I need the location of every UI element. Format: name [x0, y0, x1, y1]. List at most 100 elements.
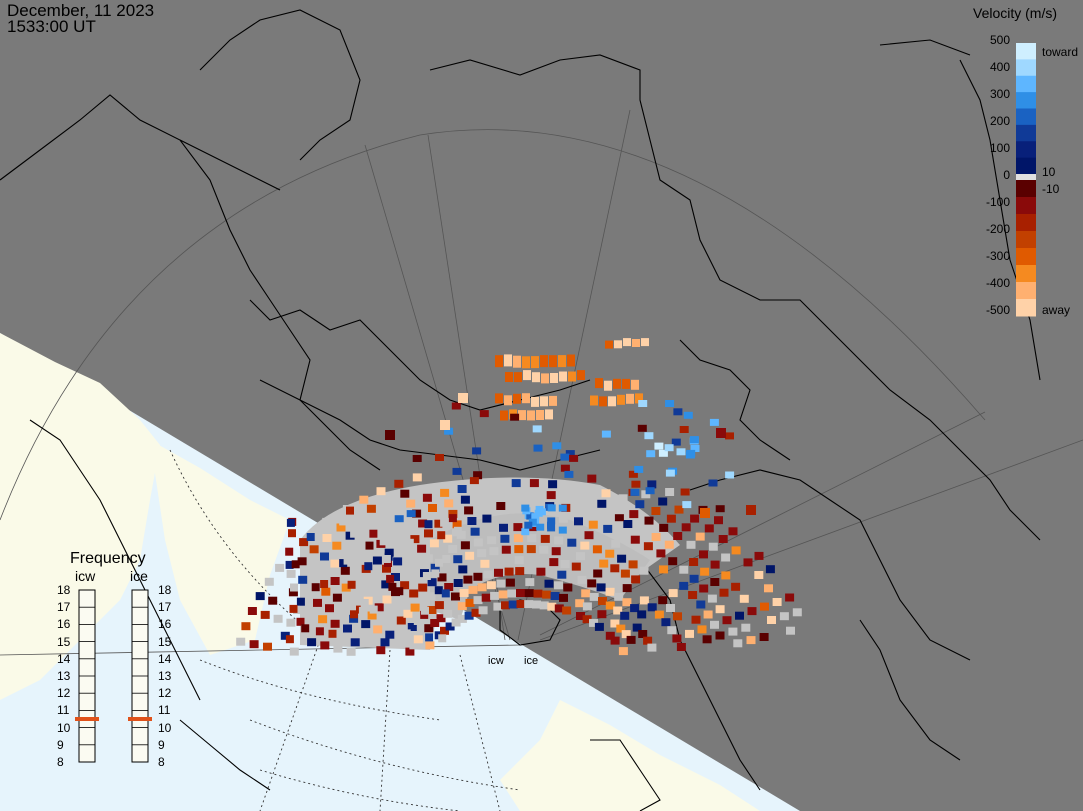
- echo-cell: [452, 467, 462, 475]
- echo-cell: [365, 541, 374, 550]
- echo-cell: [733, 639, 743, 648]
- echo-cell: [516, 600, 526, 608]
- echo-cell: [286, 618, 296, 627]
- echo-cell: [473, 572, 483, 581]
- echo-cell: [697, 625, 707, 634]
- echo-cell: [601, 430, 611, 438]
- echo-cell: [504, 567, 514, 576]
- echo-cell: [728, 527, 738, 536]
- echo-cell: [379, 537, 388, 546]
- frequency-marker-ice: [128, 717, 152, 721]
- echo-cell: [654, 442, 664, 450]
- echo-cell: [666, 514, 676, 523]
- echo-cell: [464, 611, 474, 620]
- echo-cell: [557, 570, 567, 579]
- echo-cell: [647, 603, 657, 612]
- echo-cell: [438, 634, 447, 643]
- echo-cell: [340, 566, 350, 575]
- echo-cell: [529, 479, 539, 488]
- echo-cell: [490, 591, 500, 600]
- echo-cell: [406, 510, 416, 518]
- echo-cell: [630, 488, 640, 496]
- echo-cell: [456, 530, 466, 539]
- echo-cell: [690, 445, 700, 452]
- frequency-tick-right: 12: [158, 686, 172, 701]
- echo-cell: [440, 626, 449, 635]
- colorbar-toward-segment: [1016, 75, 1036, 93]
- echo-cell: [564, 470, 574, 478]
- echo-cell: [280, 631, 290, 640]
- echo-cell: [547, 524, 556, 532]
- echo-cell: [674, 505, 684, 514]
- colorbar-away-segment: [1016, 282, 1036, 300]
- echo-cell: [451, 402, 461, 410]
- echo-cell: [628, 560, 638, 569]
- echo-cell: [616, 624, 626, 633]
- echo-cell: [613, 378, 621, 389]
- echo-cell: [369, 529, 378, 538]
- echo-cell: [542, 590, 552, 599]
- echo-cell: [722, 616, 732, 625]
- echo-cell: [588, 520, 598, 529]
- echo-cell: [319, 570, 329, 579]
- echo-cell: [505, 372, 513, 382]
- colorbar-away-segment: [1016, 248, 1036, 266]
- echo-cell: [478, 606, 488, 615]
- echo-cell: [385, 630, 395, 639]
- echo-cell: [576, 612, 585, 620]
- echo-cell: [647, 480, 657, 489]
- echo-cell: [540, 396, 548, 407]
- echo-cell: [656, 549, 666, 558]
- echo-cell: [382, 595, 392, 604]
- echo-cell: [301, 624, 310, 633]
- echo-cell: [741, 623, 751, 632]
- echo-cell: [632, 339, 640, 347]
- echo-cell: [676, 448, 686, 456]
- echo-cell: [514, 372, 522, 383]
- echo-cell: [330, 577, 340, 585]
- echo-cell: [622, 598, 632, 607]
- echo-cell: [604, 380, 612, 391]
- echo-cell: [313, 598, 322, 607]
- echo-cell: [463, 575, 473, 584]
- echo-cell: [321, 587, 331, 596]
- echo-cell: [409, 574, 419, 583]
- away-label: away: [1042, 303, 1071, 317]
- velocity-title: Velocity (m/s): [973, 5, 1058, 21]
- echo-cell: [288, 529, 296, 538]
- echo-cell: [552, 442, 562, 450]
- echo-cell: [709, 418, 719, 426]
- echo-cell: [395, 587, 404, 596]
- echo-cell: [407, 623, 417, 631]
- echo-cell: [599, 559, 609, 568]
- echo-cell: [514, 556, 524, 565]
- colorbar-away-segment: [1016, 231, 1036, 249]
- echo-cell: [453, 579, 463, 587]
- echo-cell: [735, 611, 744, 620]
- echo-cell: [637, 610, 647, 619]
- echo-cell: [521, 528, 530, 536]
- echo-cell: [482, 514, 492, 523]
- echo-cell: [507, 589, 517, 598]
- echo-cell: [451, 618, 461, 627]
- echo-cell: [513, 534, 523, 543]
- echo-cell: [524, 600, 534, 609]
- frequency-tick-right: 17: [158, 600, 172, 615]
- echo-cell: [343, 624, 352, 633]
- echo-cell: [412, 473, 422, 482]
- echo-cell: [700, 567, 710, 576]
- echo-cell: [436, 614, 446, 623]
- echo-cell: [601, 489, 611, 498]
- echo-cell: [465, 551, 475, 560]
- echo-cell: [350, 638, 360, 647]
- echo-cell: [424, 529, 433, 538]
- echo-cell: [531, 396, 539, 407]
- echo-cell: [754, 551, 764, 560]
- echo-cell: [645, 487, 655, 495]
- colorbar-toward-segment: [1016, 141, 1036, 159]
- echo-cell: [382, 564, 391, 573]
- echo-cell: [468, 585, 478, 594]
- echo-cell: [658, 497, 668, 506]
- velocity-tick: -400: [985, 276, 1010, 290]
- echo-cell: [496, 579, 506, 588]
